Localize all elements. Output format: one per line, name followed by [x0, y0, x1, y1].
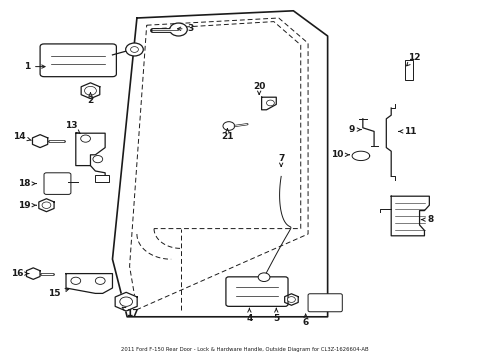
Text: 11: 11: [398, 127, 416, 136]
Text: 14: 14: [13, 132, 31, 141]
Text: 13: 13: [64, 122, 80, 134]
FancyBboxPatch shape: [44, 173, 71, 194]
Polygon shape: [66, 274, 112, 293]
Circle shape: [266, 100, 274, 106]
Bar: [405, 60, 412, 80]
Text: 15: 15: [47, 288, 68, 298]
Circle shape: [125, 43, 143, 56]
Text: 4: 4: [245, 309, 252, 323]
Polygon shape: [390, 196, 428, 236]
Circle shape: [169, 23, 187, 36]
Text: 8: 8: [421, 215, 432, 224]
Circle shape: [95, 277, 105, 284]
Polygon shape: [351, 151, 369, 161]
Text: 18: 18: [18, 179, 36, 188]
Circle shape: [287, 297, 295, 302]
FancyBboxPatch shape: [225, 277, 287, 306]
Circle shape: [120, 297, 132, 306]
Text: 12: 12: [406, 53, 420, 66]
Polygon shape: [115, 292, 137, 311]
Circle shape: [258, 273, 269, 282]
Circle shape: [93, 156, 102, 163]
Text: 10: 10: [330, 150, 348, 159]
Text: 20: 20: [252, 82, 265, 94]
Text: 21: 21: [221, 129, 233, 141]
Polygon shape: [76, 133, 105, 166]
Circle shape: [84, 86, 96, 95]
Text: 16: 16: [11, 269, 29, 278]
Text: 9: 9: [348, 125, 360, 134]
Polygon shape: [26, 268, 40, 279]
Polygon shape: [81, 83, 100, 99]
Circle shape: [71, 277, 81, 284]
Text: 2011 Ford F-150 Rear Door - Lock & Hardware Handle, Outside Diagram for CL3Z-162: 2011 Ford F-150 Rear Door - Lock & Hardw…: [121, 347, 367, 352]
Text: 3: 3: [177, 24, 193, 33]
Polygon shape: [284, 294, 298, 305]
Polygon shape: [39, 199, 54, 212]
Text: 2: 2: [87, 93, 93, 105]
FancyBboxPatch shape: [307, 294, 342, 312]
Text: 17: 17: [122, 307, 138, 318]
Polygon shape: [32, 135, 48, 148]
FancyBboxPatch shape: [40, 44, 116, 77]
Text: 7: 7: [277, 154, 284, 166]
Text: 1: 1: [24, 62, 45, 71]
Bar: [95, 175, 109, 182]
Text: 6: 6: [302, 314, 308, 327]
Circle shape: [42, 202, 51, 208]
Text: 5: 5: [273, 309, 279, 323]
Polygon shape: [261, 97, 276, 110]
Circle shape: [223, 122, 234, 130]
Circle shape: [81, 135, 90, 142]
Text: 19: 19: [18, 201, 36, 210]
Circle shape: [130, 46, 138, 52]
